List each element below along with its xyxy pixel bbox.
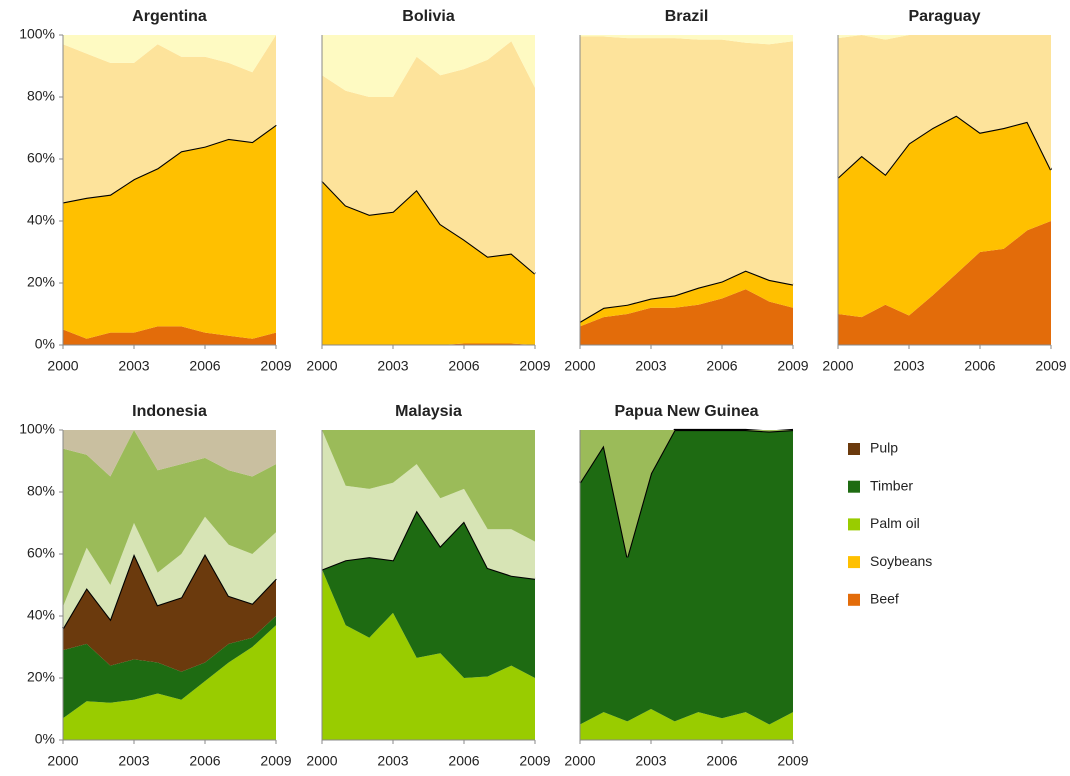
area-segment <box>838 221 1051 345</box>
area-segment <box>322 569 535 740</box>
legend-label: Palm oil <box>870 515 920 531</box>
area-segment <box>580 289 793 345</box>
area-segment <box>322 35 535 97</box>
y-tick-label: 40% <box>27 212 55 228</box>
area-segment <box>63 430 276 607</box>
area-segment <box>63 616 276 719</box>
area-segment <box>63 35 276 203</box>
x-tick-label: 2003 <box>635 753 666 769</box>
legend-swatch <box>848 518 860 531</box>
area-segment <box>580 270 793 327</box>
x-tick-label: 2000 <box>306 753 337 769</box>
panel-title: Argentina <box>132 8 207 25</box>
x-tick-label: 2003 <box>377 753 408 769</box>
x-tick-label: 2009 <box>260 358 291 374</box>
y-tick-label: 60% <box>27 150 55 166</box>
area-segment <box>580 430 793 558</box>
x-tick-label: 2003 <box>377 358 408 374</box>
legend-swatch <box>848 556 860 569</box>
legend-label: Timber <box>870 477 913 493</box>
area-segment <box>322 430 535 579</box>
y-tick-label: 80% <box>27 483 55 499</box>
x-tick-label: 2006 <box>964 358 995 374</box>
x-tick-label: 2009 <box>1035 358 1066 374</box>
x-tick-label: 2003 <box>118 358 149 374</box>
y-tick-label: 0% <box>35 336 55 352</box>
panel-title: Brazil <box>665 8 709 25</box>
x-tick-label: 2000 <box>47 358 78 374</box>
area-segment <box>63 516 276 629</box>
x-tick-label: 2003 <box>893 358 924 374</box>
area-segment <box>63 625 276 740</box>
area-segment <box>63 35 276 73</box>
x-tick-label: 2003 <box>635 358 666 374</box>
x-tick-label: 2003 <box>118 753 149 769</box>
x-tick-label: 2006 <box>189 358 220 374</box>
x-tick-label: 2000 <box>47 753 78 769</box>
x-tick-label: 2006 <box>448 753 479 769</box>
legend-label: Soybeans <box>870 553 932 569</box>
x-tick-label: 2009 <box>519 753 550 769</box>
panel-title: Paraguay <box>908 8 980 25</box>
panel-title: Papua New Guinea <box>614 403 758 420</box>
y-tick-label: 40% <box>27 607 55 623</box>
y-tick-label: 20% <box>27 274 55 290</box>
area-segment <box>63 430 276 477</box>
x-tick-label: 2000 <box>306 358 337 374</box>
panel-title: Bolivia <box>402 8 455 25</box>
area-segment <box>63 554 276 672</box>
x-tick-label: 2009 <box>260 753 291 769</box>
x-tick-label: 2006 <box>706 358 737 374</box>
y-tick-label: 20% <box>27 669 55 685</box>
area-segment <box>580 430 793 725</box>
area-segment <box>838 35 1051 40</box>
y-tick-label: 0% <box>35 731 55 747</box>
x-tick-label: 2000 <box>822 358 853 374</box>
y-tick-label: 100% <box>19 421 55 437</box>
legend-swatch <box>848 443 860 455</box>
x-tick-label: 2009 <box>777 753 808 769</box>
x-tick-label: 2000 <box>564 358 595 374</box>
x-tick-label: 2006 <box>448 358 479 374</box>
x-tick-label: 2009 <box>519 358 550 374</box>
area-segment <box>580 36 793 322</box>
area-segment <box>322 180 535 345</box>
legend-swatch <box>848 593 860 606</box>
x-tick-label: 2009 <box>777 358 808 374</box>
x-tick-label: 2006 <box>706 753 737 769</box>
panel-title: Malaysia <box>395 403 462 420</box>
area-segment <box>322 41 535 274</box>
panel-title: Indonesia <box>132 403 207 420</box>
x-tick-label: 2006 <box>189 753 220 769</box>
area-segment <box>63 124 276 339</box>
area-segment <box>580 709 793 740</box>
area-segment <box>838 115 1051 318</box>
y-tick-label: 80% <box>27 88 55 104</box>
y-tick-label: 100% <box>19 26 55 42</box>
legend-label: Beef <box>870 591 899 607</box>
area-segment <box>63 326 276 345</box>
legend-label: Pulp <box>870 440 898 456</box>
y-tick-label: 60% <box>27 545 55 561</box>
area-segment <box>838 35 1051 178</box>
area-segment <box>322 510 535 678</box>
area-segment <box>322 430 535 542</box>
area-segment <box>580 35 793 45</box>
x-tick-label: 2000 <box>564 753 595 769</box>
legend-swatch <box>848 480 860 493</box>
